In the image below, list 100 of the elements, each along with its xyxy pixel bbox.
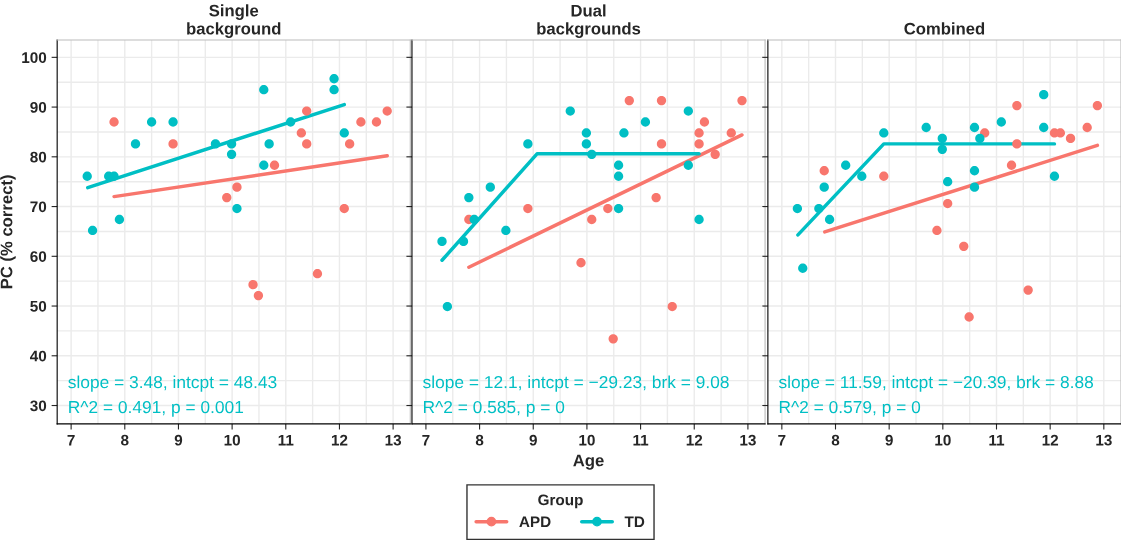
y-tick-label: 80 [30, 151, 47, 163]
point [819, 166, 829, 176]
point [222, 192, 232, 203]
point [168, 139, 178, 149]
point [302, 106, 312, 116]
point [964, 312, 974, 322]
point [975, 133, 985, 144]
annotation: R^2 = 0.491, p = 0.001 [69, 400, 244, 417]
x-tick-label: 11 [989, 434, 1005, 446]
point [114, 214, 125, 225]
point [87, 225, 98, 236]
point [651, 192, 661, 203]
point [683, 106, 693, 116]
point [344, 139, 355, 149]
point [226, 149, 237, 159]
point [339, 203, 349, 214]
x-axis-title: Age [573, 454, 604, 470]
point [269, 160, 280, 170]
point [694, 214, 704, 225]
point [1039, 122, 1049, 133]
point [312, 269, 323, 279]
point [841, 160, 851, 170]
point [168, 117, 178, 127]
point [329, 74, 339, 84]
point [937, 144, 947, 155]
y-tick-label: 100 [22, 52, 47, 64]
legend-title: Group [538, 494, 583, 509]
point [109, 117, 119, 127]
point [1092, 100, 1103, 111]
point [130, 139, 141, 149]
x-tick-label: 9 [174, 434, 183, 446]
x-tick-label: 7 [778, 434, 786, 446]
x-tick-label: 9 [885, 434, 893, 446]
point [523, 203, 533, 214]
chart-title: Dual backgrounds [537, 4, 641, 38]
point [581, 139, 592, 149]
point [329, 85, 339, 95]
point [667, 301, 677, 312]
point [339, 128, 349, 138]
x-tick-label: 7 [67, 434, 75, 446]
point [613, 160, 624, 170]
x-tick-label: 9 [529, 434, 537, 446]
point [921, 122, 931, 133]
x-tick-label: 11 [278, 434, 294, 446]
point [302, 139, 312, 149]
x-tick-label: 11 [633, 434, 649, 446]
point [285, 117, 296, 127]
point [458, 236, 469, 247]
point [943, 177, 953, 187]
x-tick-label: 8 [831, 434, 840, 446]
point [619, 128, 629, 138]
x-tick-label: 8 [121, 434, 129, 446]
point [969, 122, 980, 133]
x-tick-label: 13 [1096, 434, 1112, 446]
point [442, 301, 453, 312]
point [1082, 122, 1092, 133]
x-tick-label: 13 [740, 434, 756, 446]
point [683, 160, 693, 170]
point [469, 214, 479, 225]
point [943, 198, 953, 209]
point [464, 192, 474, 203]
y-tick-label: 90 [30, 101, 47, 113]
point [523, 139, 533, 149]
point [726, 128, 736, 138]
point [356, 117, 366, 127]
point [969, 182, 980, 192]
y-tick-label: 50 [30, 300, 47, 312]
point [226, 139, 237, 149]
point [798, 263, 808, 273]
point [264, 139, 274, 149]
annotation: R^2 = 0.585, p = 0 [423, 400, 565, 417]
annotation: slope = 11.59, intcpt = −20.39, brk = 8.88 [778, 375, 1094, 392]
annotation: slope = 3.48, intcpt = 48.43 [68, 375, 277, 392]
point [437, 236, 447, 247]
x-tick-label: 10 [935, 434, 951, 446]
point [1012, 100, 1022, 111]
x-tick-label: 12 [331, 434, 348, 446]
point [1039, 89, 1049, 100]
chart-title: Combined [904, 22, 985, 35]
point [485, 182, 495, 192]
point [710, 149, 720, 159]
point [581, 128, 592, 138]
point [232, 182, 242, 192]
point [640, 117, 651, 127]
point [259, 85, 269, 95]
point [382, 106, 392, 116]
point [82, 171, 92, 181]
y-tick-label: 60 [30, 251, 47, 262]
point [792, 203, 803, 214]
point [587, 149, 597, 159]
point [857, 171, 867, 181]
point [587, 214, 597, 225]
point [232, 203, 242, 214]
x-tick-label: 8 [475, 434, 484, 446]
point [694, 139, 704, 149]
point [969, 166, 980, 176]
y-tick-label: 70 [30, 201, 47, 213]
point [253, 290, 264, 301]
point [576, 258, 586, 268]
point [937, 133, 947, 144]
